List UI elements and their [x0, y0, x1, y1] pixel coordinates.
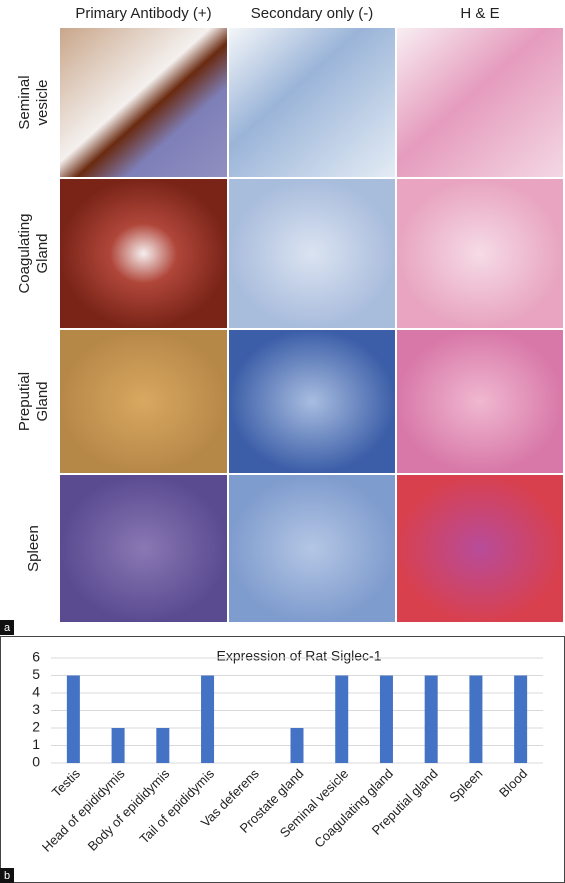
bar: [290, 728, 304, 763]
row-label: Gland: [34, 381, 51, 421]
micrograph: [229, 475, 395, 622]
y-tick-label: 6: [32, 649, 40, 665]
bar: [201, 675, 215, 763]
row-label: Seminal: [16, 75, 33, 129]
micrograph: [60, 475, 227, 622]
micrograph: [229, 179, 395, 328]
micrograph: [397, 475, 563, 622]
micrograph: [397, 28, 563, 177]
bar: [469, 675, 483, 763]
x-tick-label: Body of epididymis: [85, 766, 173, 854]
chart-title: Expression of Rat Siglec-1: [217, 648, 382, 664]
x-tick-label: Head of epididymis: [39, 766, 128, 855]
micrograph: [397, 330, 563, 473]
x-tick-label: Testis: [49, 766, 83, 800]
y-tick-label: 2: [32, 719, 40, 735]
bar: [424, 675, 438, 763]
panel-label: b: [4, 870, 10, 882]
micrograph: [60, 330, 227, 473]
micrograph: [229, 28, 395, 177]
y-tick-label: 3: [32, 701, 40, 717]
panel-label-box: [0, 620, 14, 635]
micrograph: [60, 28, 227, 177]
bar: [379, 675, 393, 763]
y-tick-label: 4: [32, 684, 40, 700]
bar: [66, 675, 80, 763]
x-tick-label: Blood: [496, 766, 530, 800]
y-tick-label: 5: [32, 666, 40, 682]
micrograph: [60, 179, 227, 328]
y-tick-label: 0: [32, 754, 40, 770]
bar: [514, 675, 528, 763]
column-header: Primary Antibody (+): [75, 5, 211, 22]
bar: [156, 728, 170, 763]
row-label: Spleen: [25, 525, 42, 572]
x-tick-label: Spleen: [446, 766, 485, 805]
row-label: Coagulating: [16, 213, 33, 293]
bar: [111, 728, 125, 763]
x-tick-label: Coagulating gland: [311, 766, 396, 851]
column-header: Secondary only (-): [251, 5, 374, 22]
panel-label: a: [4, 622, 11, 634]
bar: [335, 675, 349, 763]
row-label: Gland: [34, 233, 51, 273]
row-label: vesicle: [34, 80, 51, 126]
micrograph: [397, 179, 563, 328]
micrograph: [229, 330, 395, 473]
row-label: Preputial: [16, 372, 33, 431]
panel-label-box: [0, 868, 14, 883]
y-tick-label: 1: [32, 736, 40, 752]
column-header: H & E: [460, 5, 499, 22]
